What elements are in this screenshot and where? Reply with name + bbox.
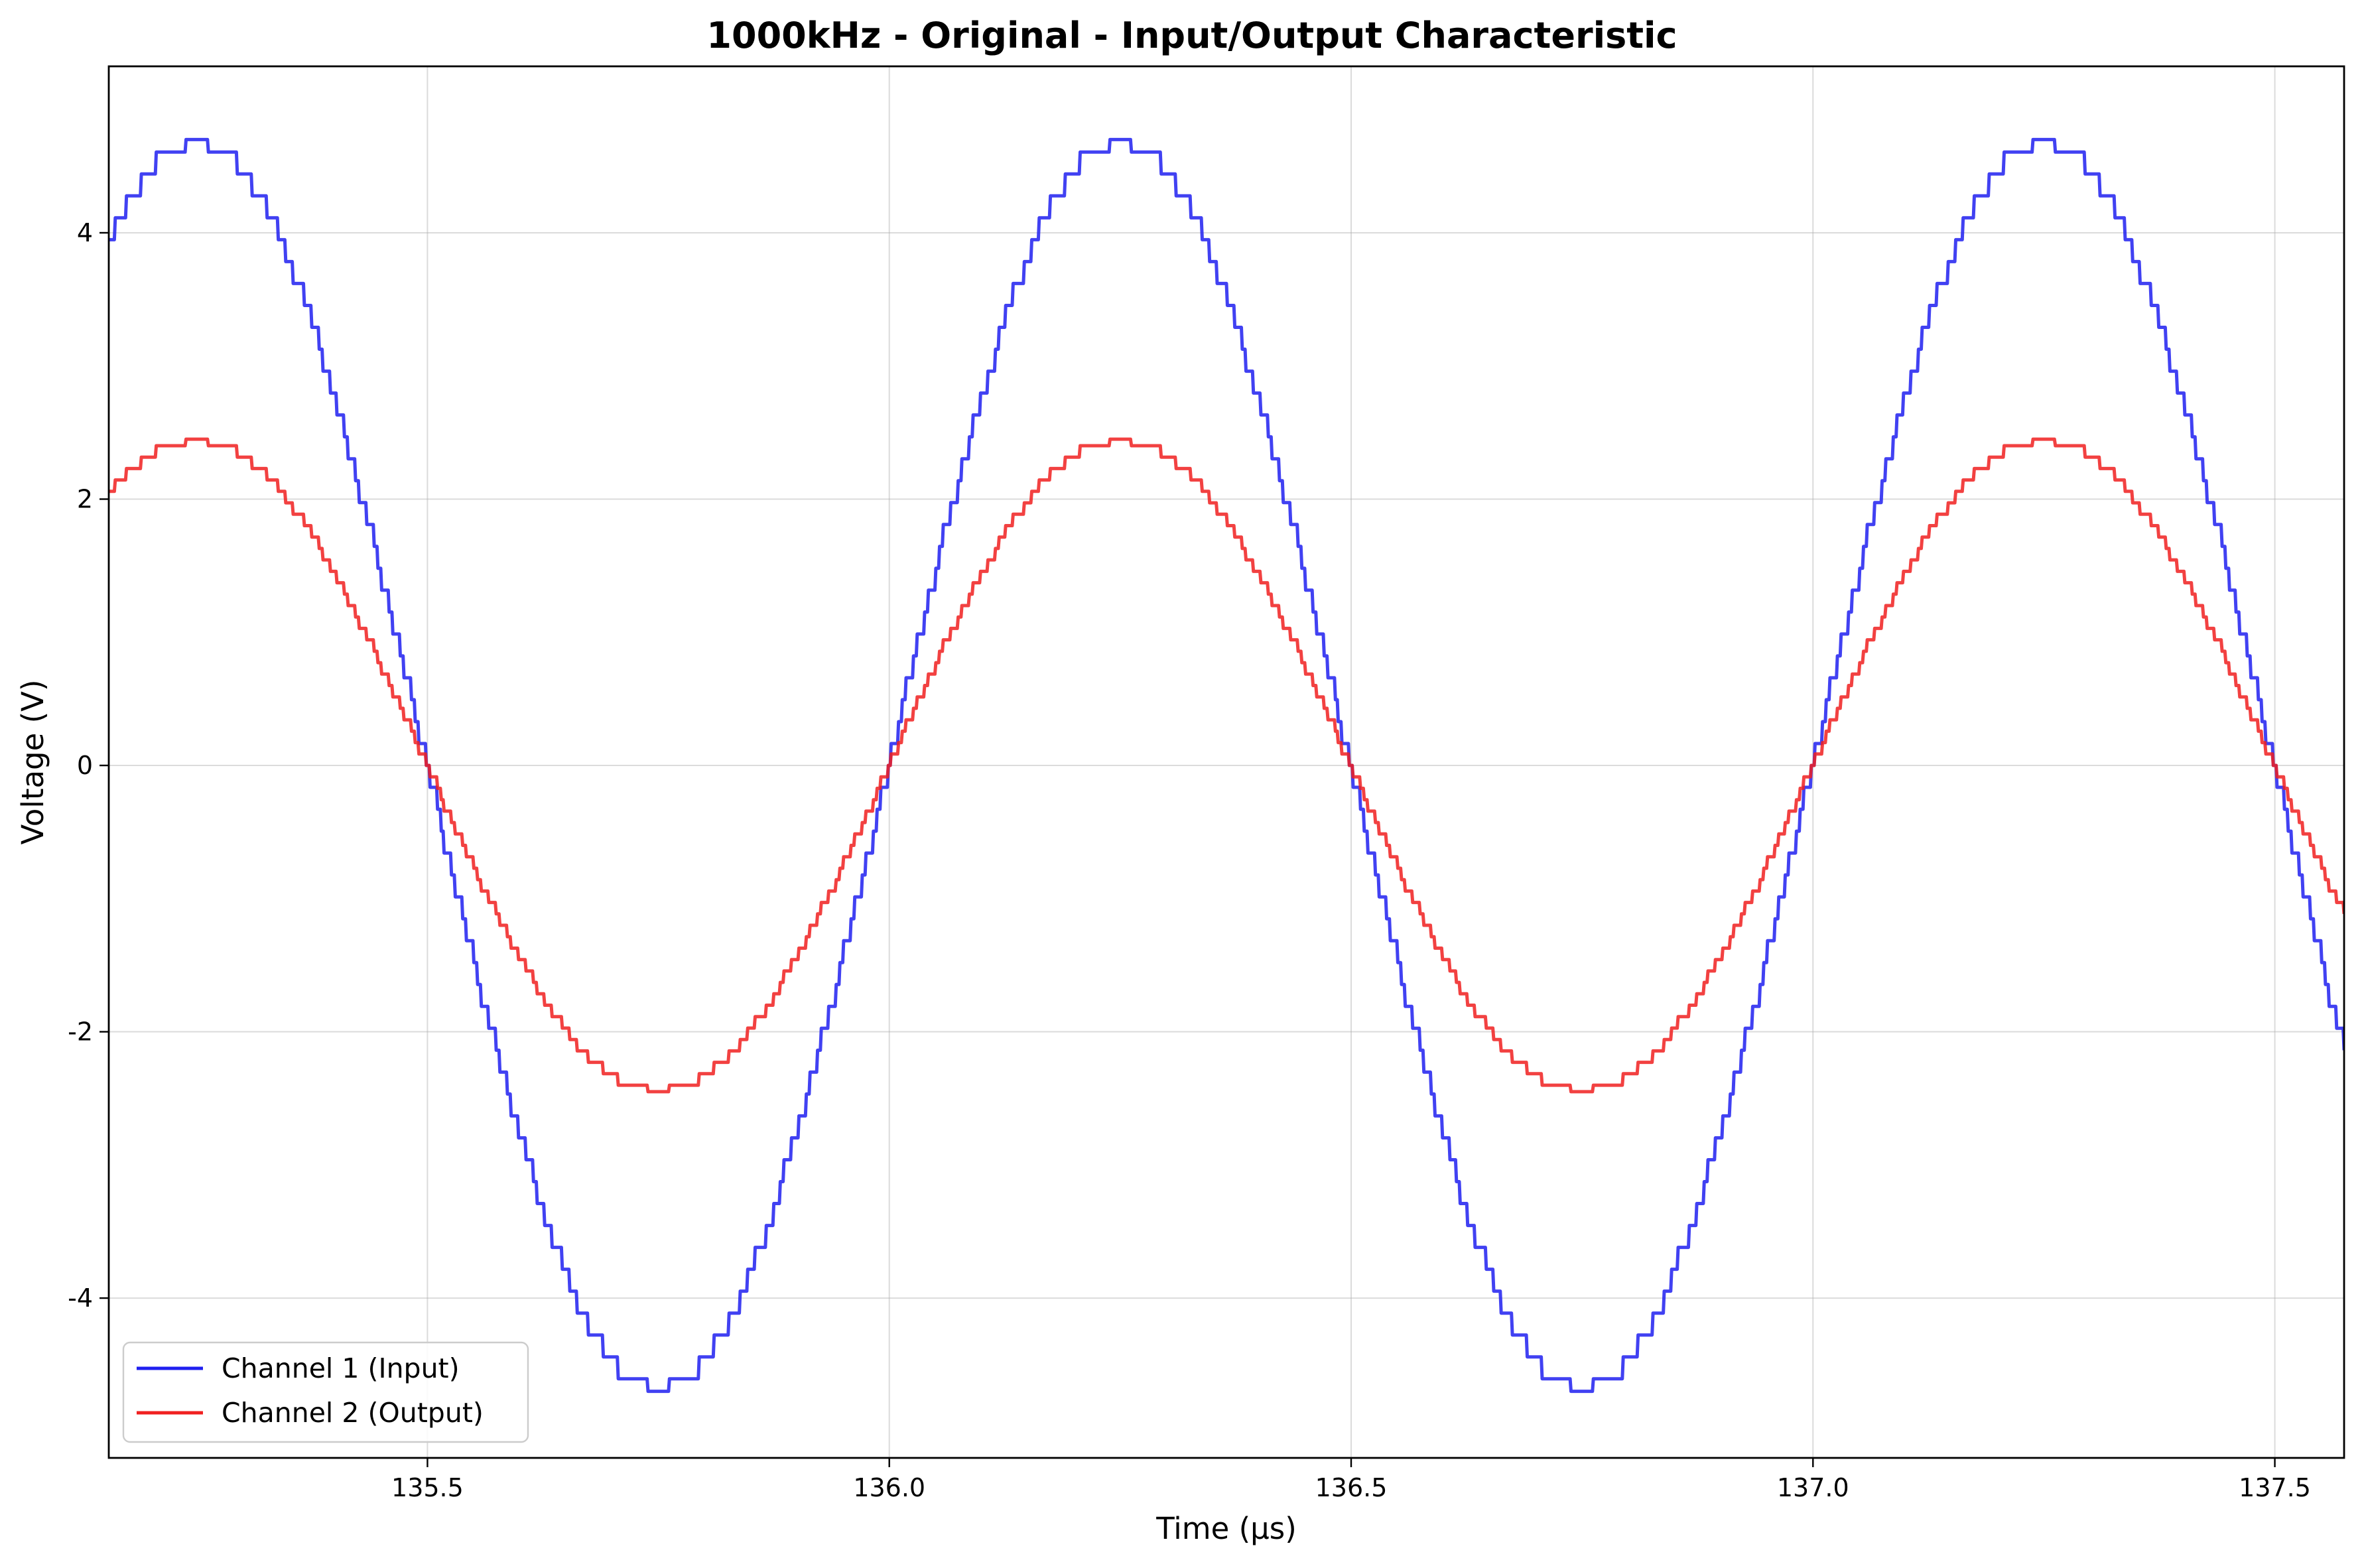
- x-axis-label: Time (μs): [1155, 1511, 1297, 1546]
- x-tick-label: 137.5: [2239, 1473, 2311, 1502]
- y-tick-label: -4: [68, 1283, 93, 1313]
- x-tick-label: 137.0: [1777, 1473, 1849, 1502]
- y-tick-label: -2: [68, 1017, 93, 1047]
- x-tick-label: 136.5: [1315, 1473, 1388, 1502]
- legend-entry-channel-1: Channel 1 (Input): [222, 1352, 460, 1384]
- plot-area: [109, 137, 2344, 1394]
- y-tick-label: 0: [77, 751, 93, 780]
- series-line-channel-2-output: [109, 437, 2344, 1094]
- x-tick-label: 135.5: [391, 1473, 464, 1502]
- series-line-channel-1-input: [109, 137, 2344, 1394]
- legend: Channel 1 (Input) Channel 2 (Output): [122, 1341, 529, 1443]
- chart-title: 1000kHz - Original - Input/Output Charac…: [706, 15, 1677, 56]
- plot-frame: [107, 65, 2345, 1459]
- legend-box: [122, 1341, 529, 1443]
- y-tick-label: 4: [77, 218, 93, 247]
- y-tick-label: 2: [77, 484, 93, 513]
- axes: 135.5 136.0 136.5 137.0 137.5 -4 -2 0 2 4: [68, 218, 2311, 1502]
- y-axis-label: Voltage (V): [15, 680, 50, 845]
- legend-entry-channel-2: Channel 2 (Output): [222, 1397, 484, 1429]
- x-tick-label: 136.0: [853, 1473, 925, 1502]
